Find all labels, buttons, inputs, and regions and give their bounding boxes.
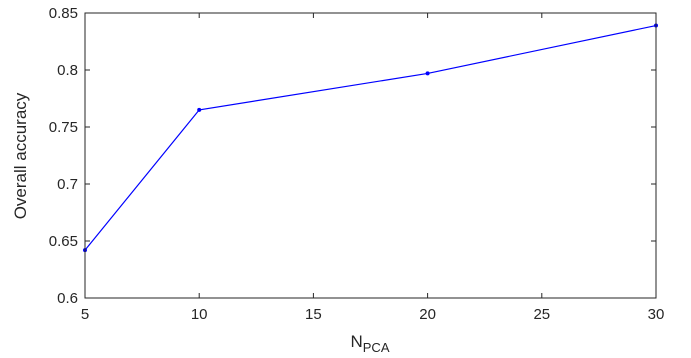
x-axis-label-subscript: PCA bbox=[363, 340, 390, 355]
x-axis-ticks: 5 10 15 20 25 30 bbox=[81, 13, 665, 323]
x-axis-label: NPCA bbox=[350, 332, 389, 355]
y-axis-label: Overall accuracy bbox=[11, 92, 30, 219]
data-point bbox=[425, 71, 430, 76]
x-tick-label: 20 bbox=[419, 306, 436, 323]
x-tick-label: 10 bbox=[191, 306, 208, 323]
y-tick-label: 0.85 bbox=[49, 5, 78, 22]
y-tick-label: 0.8 bbox=[57, 62, 78, 79]
y-tick-label: 0.7 bbox=[57, 176, 78, 193]
data-point bbox=[197, 107, 202, 112]
y-tick-label: 0.6 bbox=[57, 290, 78, 307]
x-tick-label: 25 bbox=[533, 306, 550, 323]
x-tick-label: 15 bbox=[305, 306, 322, 323]
plot-area bbox=[85, 13, 656, 298]
y-axis-ticks: 0.6 0.65 0.7 0.75 0.8 0.85 bbox=[49, 5, 656, 307]
series-layer bbox=[83, 23, 658, 253]
axes-box bbox=[84, 12, 657, 299]
x-tick-label: 30 bbox=[648, 306, 665, 323]
x-tick-label: 5 bbox=[81, 306, 89, 323]
y-tick-label: 0.65 bbox=[49, 233, 78, 250]
series-line bbox=[84, 24, 657, 251]
x-axis-label-main: N bbox=[350, 332, 362, 351]
y-tick-label: 0.75 bbox=[49, 119, 78, 136]
